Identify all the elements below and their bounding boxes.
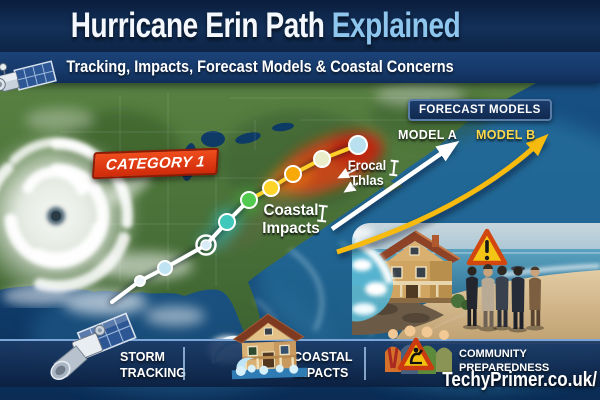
focal-threat-label: Frocal Thlas	[339, 158, 394, 189]
footer-divider	[183, 347, 185, 380]
watermark: TechyPrimer.co.uk/	[442, 369, 597, 391]
focal-threat-line2: Thlas	[350, 172, 384, 188]
forecast-models-badge: FORECAST MODELS	[408, 99, 552, 121]
warning-triangle-icon	[397, 337, 435, 371]
footer-item-storm-tracking: STORM TRACKING	[120, 350, 186, 381]
subtitle-bar: Tracking, Impacts, Forecast Models & Coa…	[0, 50, 600, 83]
model-a-label: MODEL A	[398, 128, 458, 142]
community-line2: PREPAREDNESS	[459, 361, 550, 374]
people-group	[463, 264, 544, 333]
subtitle-text: Tracking, Impacts, Forecast Models & Coa…	[66, 58, 454, 76]
footer-divider	[364, 347, 366, 380]
people-warning-icon	[385, 325, 452, 374]
coastal-impacts-label: Coastal Impacts	[257, 202, 325, 237]
title-accent: Explained	[332, 6, 461, 45]
coastal-impacts-line2: Impacts	[262, 219, 320, 237]
satellite-icon	[0, 60, 57, 92]
focal-threat-line1: Frocal	[347, 158, 387, 173]
model-b-label: MODEL B	[476, 128, 536, 142]
storm-line1: STORM	[120, 350, 165, 364]
storm-line2: TRACKING	[120, 365, 186, 380]
page-title: Hurricane Erin Path Explained	[71, 6, 461, 46]
header-bar: Hurricane Erin Path Explained	[0, 0, 600, 52]
category-badge: CATEGORY 1	[91, 147, 219, 180]
title-main: Hurricane Erin Path	[71, 6, 325, 45]
community-line1: COMMUNITY	[459, 348, 527, 360]
flooded-house-icon	[231, 313, 307, 380]
footer-item-community-preparedness: COMMUNITY PREPAREDNESS	[459, 348, 549, 376]
satellite-icon	[50, 312, 137, 381]
coastal-impacts-line1: Coastal	[263, 202, 319, 219]
coastal-line1: COASTAL	[293, 350, 353, 364]
